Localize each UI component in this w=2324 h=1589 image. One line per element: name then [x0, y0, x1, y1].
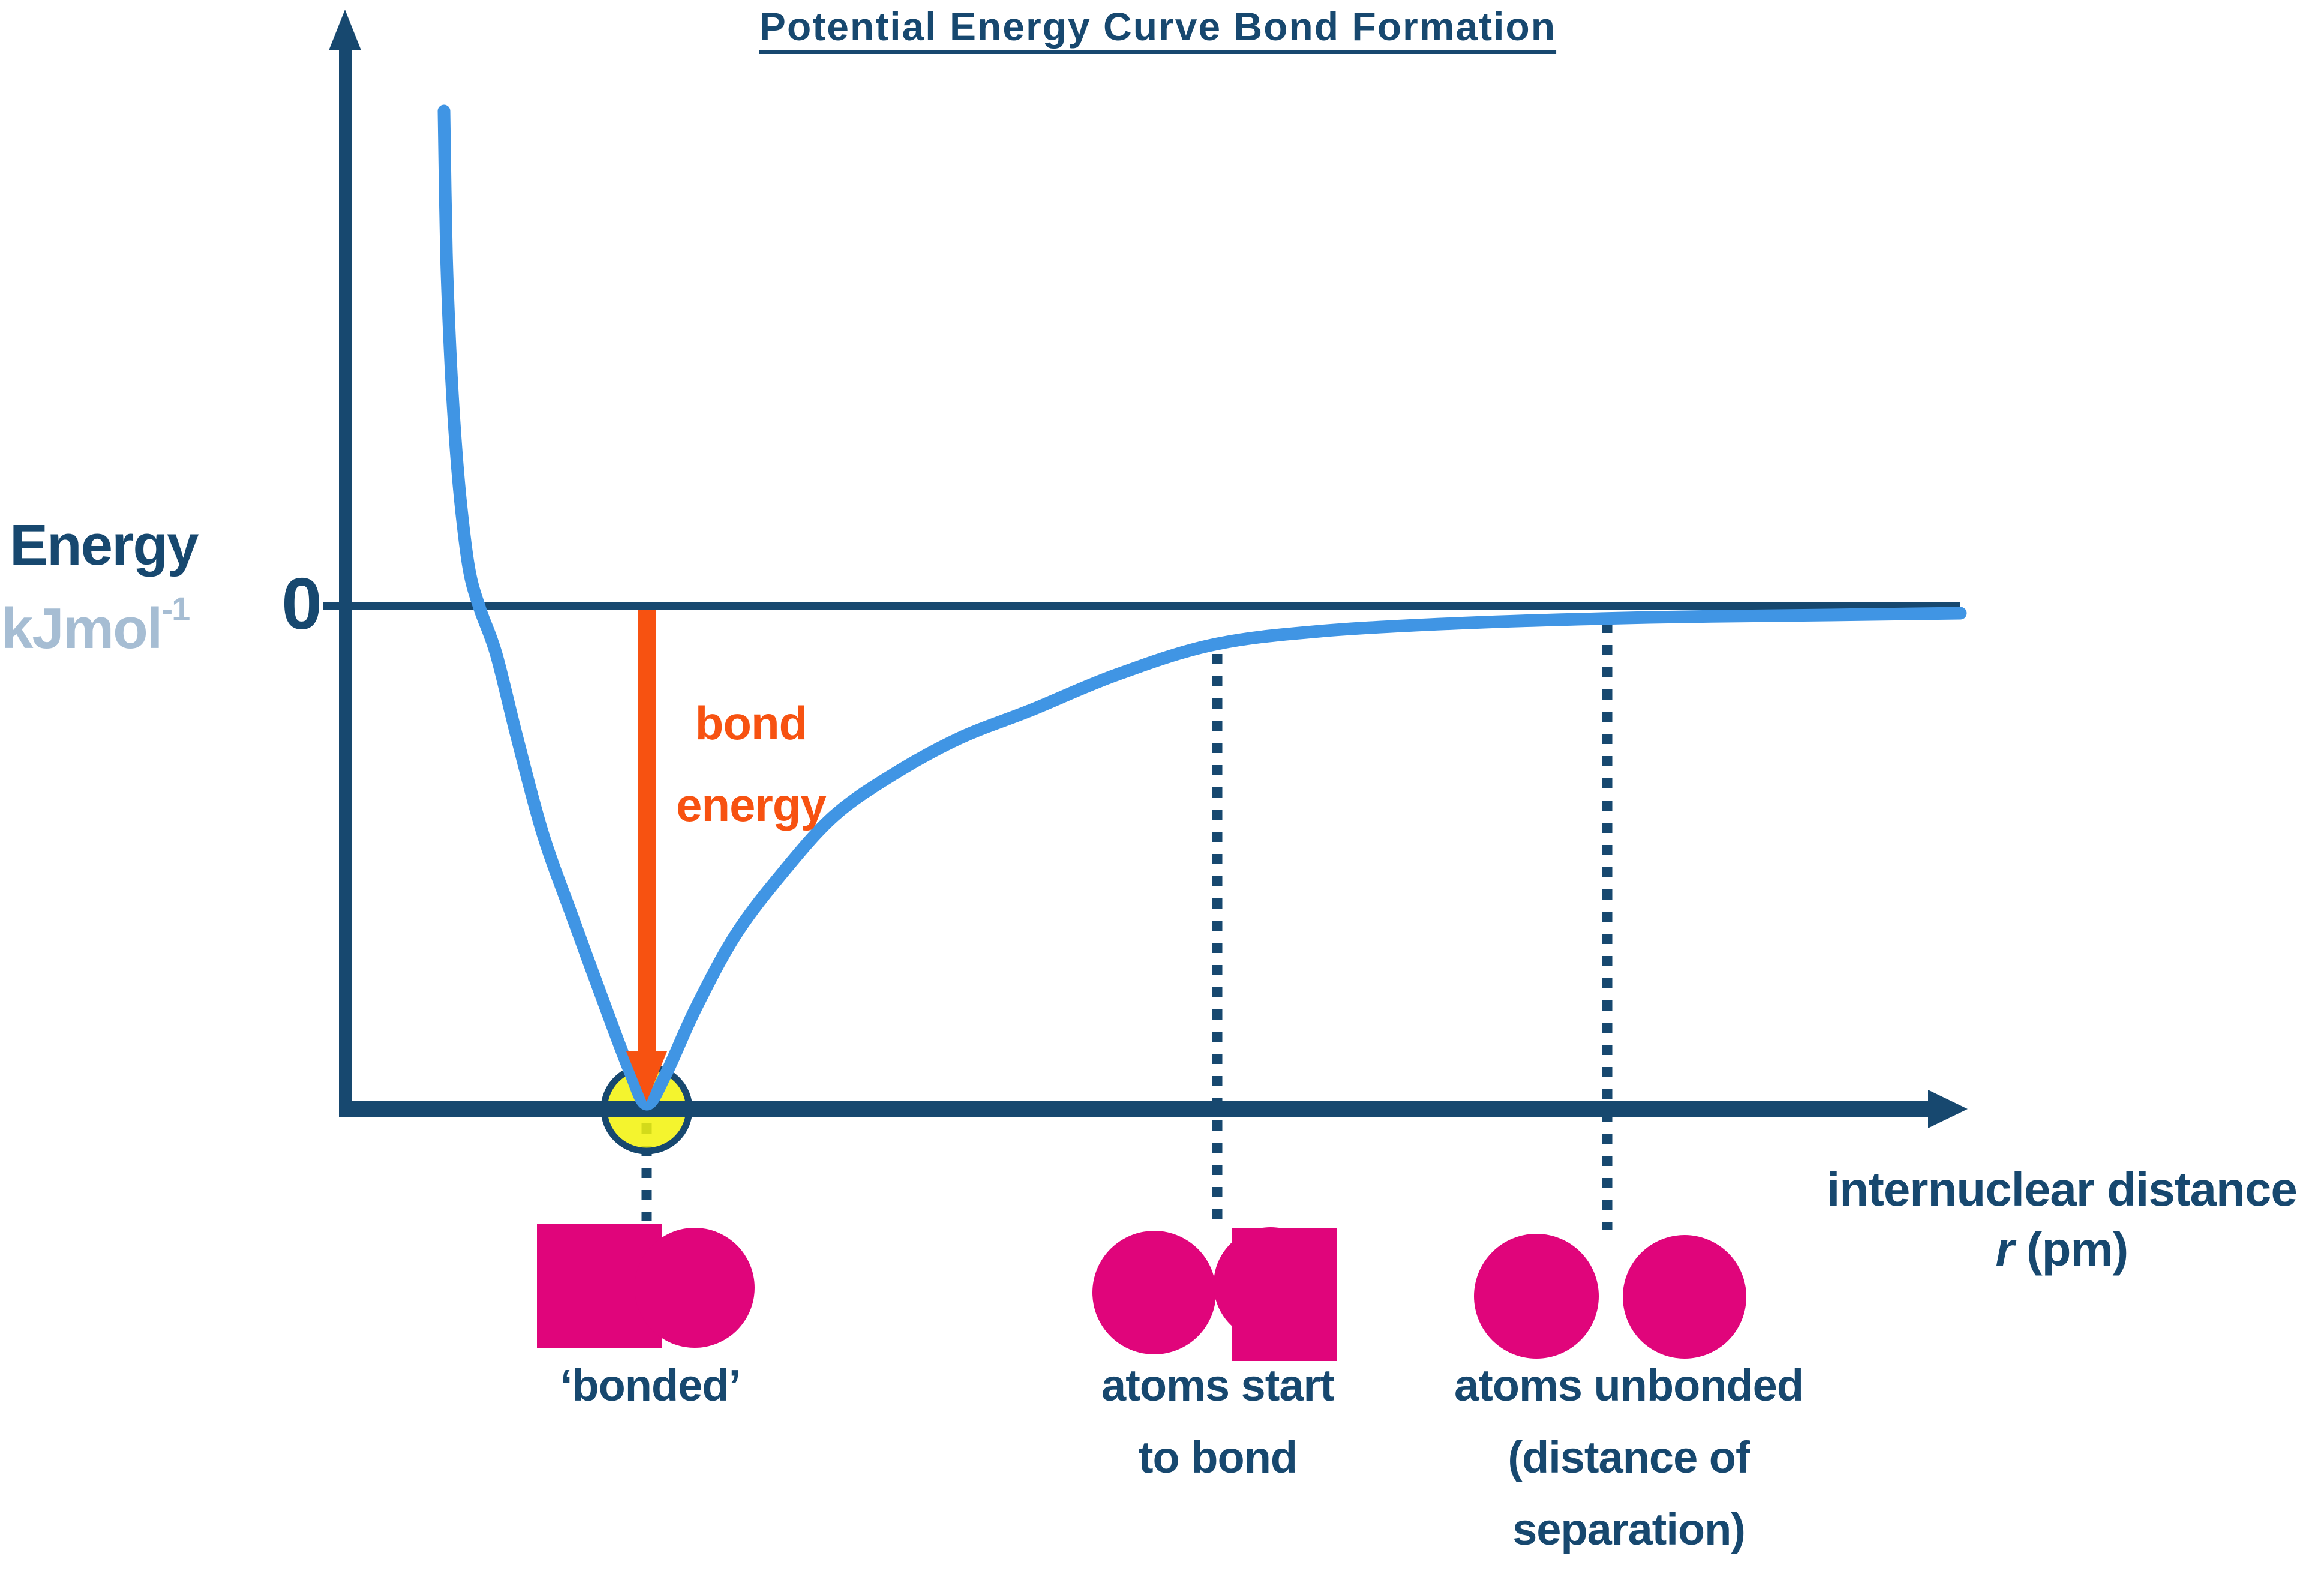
y-axis-label-energy: Energy	[10, 513, 199, 577]
unbonded-left-atom	[1474, 1234, 1599, 1359]
x-axis-unit-label: r (pm)	[1802, 1222, 2322, 1277]
start-right-atom-square	[1232, 1228, 1337, 1361]
bond-energy-label-line2: energy	[676, 778, 827, 831]
bonded-molecule-shape	[537, 1224, 755, 1348]
bond-energy-arrow-icon	[626, 610, 667, 1102]
y-axis-unit-base: kJmol	[1, 596, 163, 661]
zero-energy-line	[323, 602, 1960, 610]
label-bonded: ‘bonded’	[560, 1360, 741, 1410]
bond-energy-label-line1: bond	[695, 697, 808, 749]
label-unbonded-line1: atoms unbonded	[1454, 1360, 1804, 1410]
unbonded-atoms-shape	[1474, 1234, 1746, 1359]
bond-energy-arrowhead	[626, 1051, 667, 1102]
label-start-to-bond-line1: atoms start	[1101, 1360, 1335, 1410]
y-axis	[339, 47, 352, 1117]
label-start-to-bond-line2: to bond	[1138, 1432, 1298, 1482]
y-axis-arrowhead-icon	[329, 10, 361, 50]
unbonded-right-atom	[1623, 1235, 1746, 1359]
bond-energy-arrow-shaft	[638, 610, 656, 1054]
bonded-circle-atom	[635, 1228, 755, 1348]
chart-title: Potential Energy Curve Bond Formation	[759, 4, 1557, 49]
y-axis-unit-exponent: -1	[161, 590, 190, 628]
x-axis-arrowhead-icon	[1928, 1090, 1968, 1128]
y-axis-unit-label: kJmol-1	[1, 589, 190, 662]
x-axis-symbol-r: r	[1995, 1222, 2014, 1276]
zero-tick-label: 0	[281, 563, 322, 644]
start-left-atom	[1092, 1231, 1216, 1354]
x-axis	[339, 1101, 1930, 1117]
label-unbonded-line2: (distance of	[1508, 1432, 1750, 1482]
potential-energy-curve	[437, 104, 1967, 1111]
x-axis-unit: (pm)	[2013, 1222, 2128, 1276]
start-to-bond-shape	[1092, 1227, 1337, 1361]
label-unbonded-line3: separation)	[1512, 1504, 1746, 1554]
x-axis-label: internuclear distance	[1827, 1162, 2298, 1216]
